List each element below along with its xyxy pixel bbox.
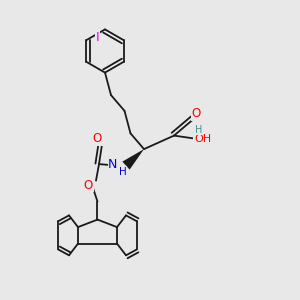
Text: N: N [108,158,118,172]
Text: O: O [84,178,93,192]
Text: H: H [195,124,202,135]
Text: O: O [192,107,201,120]
PathPatch shape [122,149,144,169]
Text: O: O [93,132,102,145]
Text: I: I [96,31,100,44]
Text: H: H [119,167,127,177]
Text: OH: OH [194,134,211,144]
